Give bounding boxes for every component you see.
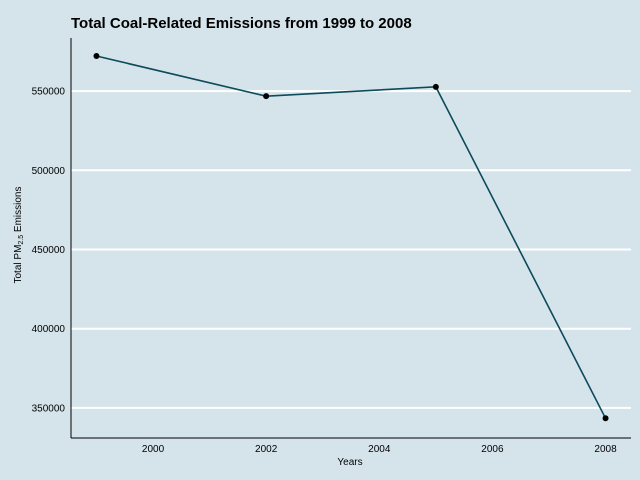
series-line-0 (96, 55, 607, 419)
x-axis-label: Years (337, 457, 362, 468)
y-tick-labels: 350000 400000 450000 500000 550000 (32, 87, 66, 415)
data-points (93, 53, 609, 422)
x-tick-label-2: 2004 (368, 444, 391, 455)
x-tick-label-3: 2006 (481, 444, 504, 455)
chart-title: Total Coal-Related Emissions from 1999 t… (71, 15, 412, 32)
data-point-2005 (432, 83, 439, 90)
series-line-layer (96, 55, 607, 419)
y-axis-label-main: Total PM (13, 245, 24, 284)
y-axis-label: Total PM2.5 Emissions (13, 187, 25, 284)
x-tick-label-1: 2002 (255, 444, 278, 455)
y-tick-label-3: 500000 (32, 166, 66, 177)
x-tick-label-4: 2008 (594, 444, 617, 455)
data-point-2008 (602, 415, 609, 422)
y-tick-label-0: 350000 (32, 403, 66, 414)
y-axis-label-rest: Emissions (13, 187, 24, 235)
y-tick-label-4: 550000 (32, 87, 66, 98)
y-axis-label-subscript: 2.5 (18, 235, 25, 245)
y-tick-label-2: 450000 (32, 245, 66, 256)
gridlines (71, 90, 631, 409)
y-tick-label-1: 400000 (32, 324, 66, 335)
x-tick-label-0: 2000 (142, 444, 165, 455)
axes (70, 38, 631, 439)
x-tick-labels: 2000 2002 2004 2006 2008 (142, 444, 617, 455)
data-point-2002 (263, 93, 270, 100)
data-point-1999 (93, 53, 100, 60)
